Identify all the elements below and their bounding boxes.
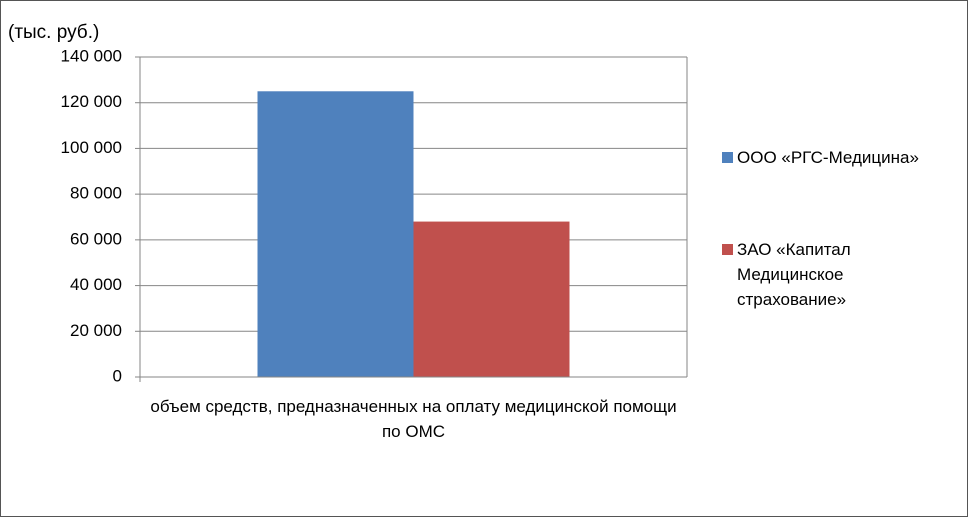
y-axis-label: (тыс. руб.) xyxy=(8,22,99,43)
y-tick-label: 140 000 xyxy=(61,46,122,65)
legend-swatch xyxy=(722,152,733,163)
y-tick-label: 80 000 xyxy=(70,184,122,203)
legend-label: ЗАО «Капитал Медицинское страхование» xyxy=(737,240,851,309)
y-tick-label: 20 000 xyxy=(70,321,122,340)
y-tick-label: 60 000 xyxy=(70,229,122,248)
legend-swatch xyxy=(722,244,733,255)
y-tick-label: 0 xyxy=(113,366,122,385)
y-tick-label: 120 000 xyxy=(61,92,122,111)
legend-label: ООО «РГС-Медицина» xyxy=(737,148,919,167)
y-tick-label: 40 000 xyxy=(70,275,122,294)
x-tick-label: объем средств, предназначенных на оплату… xyxy=(150,397,677,441)
y-tick-label: 100 000 xyxy=(61,138,122,157)
bar xyxy=(257,91,414,378)
bar xyxy=(413,221,570,377)
